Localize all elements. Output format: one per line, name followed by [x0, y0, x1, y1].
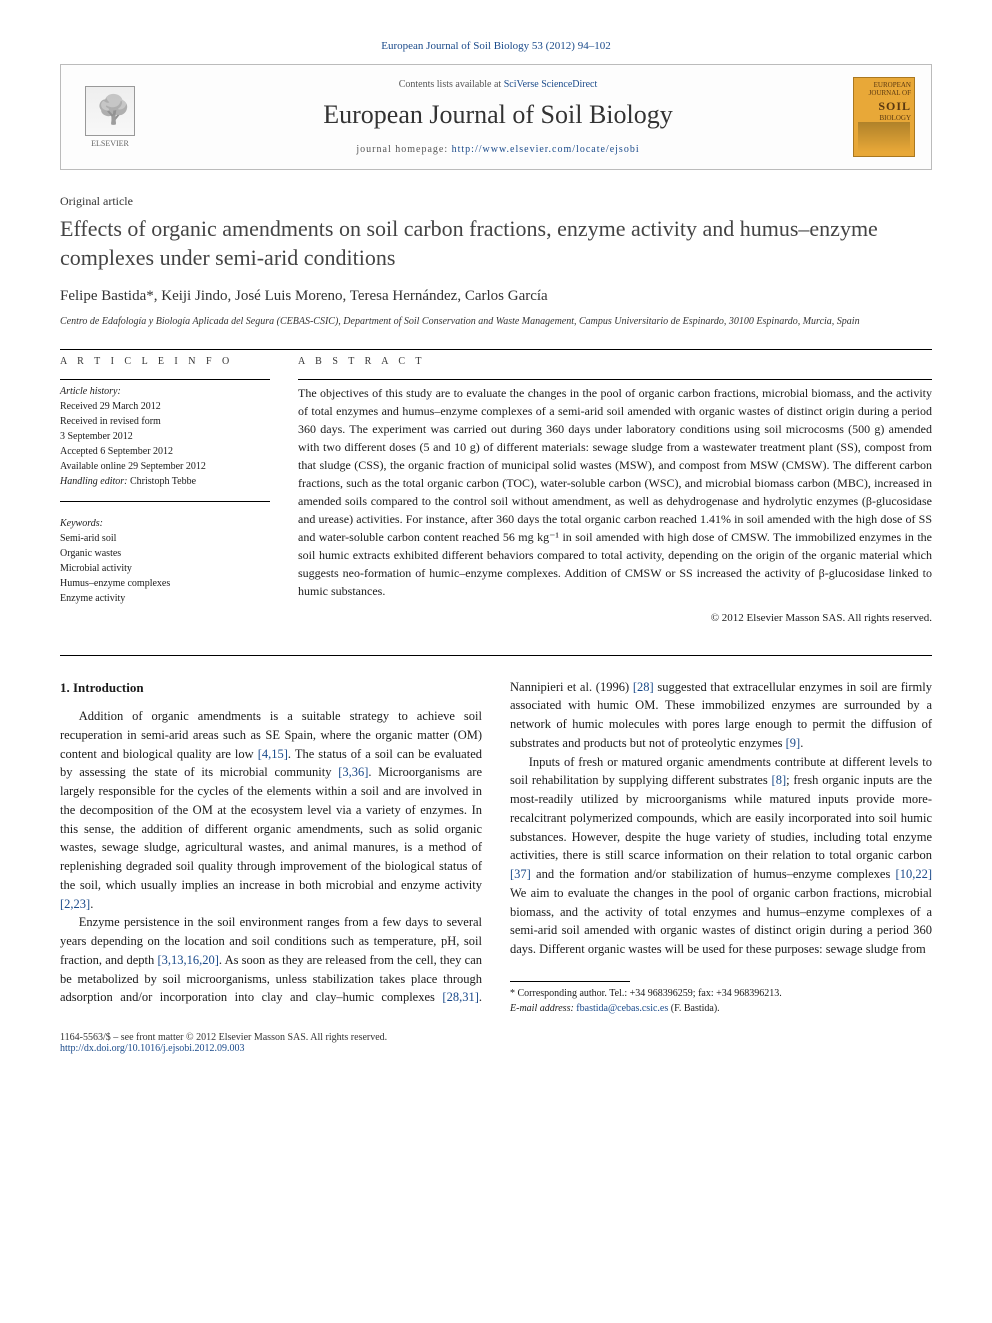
cover-big-text: SOIL [857, 99, 911, 114]
article-title: Effects of organic amendments on soil ca… [60, 215, 932, 272]
article-info-column: A R T I C L E I N F O Article history: R… [60, 354, 270, 627]
introduction-heading: 1. Introduction [60, 678, 482, 698]
citation-link[interactable]: [28,31] [442, 990, 478, 1004]
journal-name: European Journal of Soil Biology [159, 100, 837, 130]
contents-available-line: Contents lists available at SciVerse Sci… [159, 79, 837, 90]
abstract-text: The objectives of this study are to eval… [298, 384, 932, 600]
doi-link[interactable]: http://dx.doi.org/10.1016/j.ejsobi.2012.… [60, 1043, 245, 1054]
keyword: Humus–enzyme complexes [60, 576, 270, 591]
authors-list: Felipe Bastida*, Keiji Jindo, José Luis … [60, 288, 932, 305]
citation-link[interactable]: [3,36] [338, 765, 368, 779]
citation-link[interactable]: [4,15] [258, 747, 288, 761]
front-matter-line: 1164-5563/$ – see front matter © 2012 El… [60, 1032, 387, 1043]
text-run: . [800, 736, 803, 750]
text-run: . Microorganisms are largely responsible… [60, 765, 482, 892]
footnotes: * Corresponding author. Tel.: +34 968396… [510, 986, 932, 1016]
separator [60, 379, 270, 380]
citation-link[interactable]: [8] [772, 773, 787, 787]
page-footer: 1164-5563/$ – see front matter © 2012 El… [60, 1032, 932, 1054]
contents-prefix: Contents lists available at [399, 79, 504, 90]
history-online: Available online 29 September 2012 [60, 459, 270, 474]
keyword: Microbial activity [60, 561, 270, 576]
journal-reference: European Journal of Soil Biology 53 (201… [60, 40, 932, 52]
intro-paragraph-3: Inputs of fresh or matured organic amend… [510, 753, 932, 959]
cover-top-text: EUROPEAN JOURNAL OF [857, 81, 911, 97]
footnote-separator [510, 981, 630, 982]
citation-link[interactable]: [10,22] [896, 867, 932, 881]
journal-homepage-line: journal homepage: http://www.elsevier.co… [159, 144, 837, 155]
separator [60, 349, 932, 350]
email-suffix: (F. Bastida). [668, 1003, 719, 1014]
sciencedirect-link[interactable]: SciVerse ScienceDirect [504, 79, 598, 90]
keyword: Semi-arid soil [60, 531, 270, 546]
elsevier-tree-icon [85, 86, 135, 136]
citation-link[interactable]: [2,23] [60, 897, 90, 911]
corresponding-author: * Corresponding author. Tel.: +34 968396… [510, 986, 932, 1001]
text-run: We aim to evaluate the changes in the po… [510, 886, 932, 956]
elsevier-logo[interactable]: ELSEVIER [77, 79, 143, 155]
article-type: Original article [60, 194, 932, 209]
separator [298, 379, 932, 380]
homepage-prefix: journal homepage: [356, 144, 451, 155]
history-revised-line2: 3 September 2012 [60, 429, 270, 444]
history-label: Article history: [60, 384, 270, 399]
abstract-column: A B S T R A C T The objectives of this s… [298, 354, 932, 627]
text-run: and the formation and/or stabilization o… [531, 867, 896, 881]
homepage-link[interactable]: http://www.elsevier.com/locate/ejsobi [452, 144, 640, 155]
text-run: . [90, 897, 93, 911]
intro-paragraph-1: Addition of organic amendments is a suit… [60, 707, 482, 913]
journal-header-box: ELSEVIER Contents lists available at Sci… [60, 64, 932, 170]
body-separator [60, 655, 932, 656]
history-accepted: Accepted 6 September 2012 [60, 444, 270, 459]
email-line: E-mail address: fbastida@cebas.csic.es (… [510, 1001, 932, 1016]
separator [60, 501, 270, 502]
history-received: Received 29 March 2012 [60, 399, 270, 414]
abstract-label: A B S T R A C T [298, 354, 932, 369]
email-label: E-mail address: [510, 1003, 576, 1014]
cover-sub-text: BIOLOGY [857, 114, 911, 122]
keyword: Organic wastes [60, 546, 270, 561]
citation-link[interactable]: [37] [510, 867, 531, 881]
affiliation: Centro de Edafología y Biología Aplicada… [60, 315, 932, 329]
copyright-line: © 2012 Elsevier Masson SAS. All rights r… [298, 610, 932, 627]
citation-link[interactable]: [3,13,16,20] [157, 953, 218, 967]
elsevier-label: ELSEVIER [91, 139, 129, 148]
editor-label: Handling editor: [60, 476, 128, 487]
citation-link[interactable]: [9] [786, 736, 801, 750]
article-info-label: A R T I C L E I N F O [60, 354, 270, 369]
email-link[interactable]: fbastida@cebas.csic.es [576, 1003, 668, 1014]
journal-cover-thumbnail[interactable]: EUROPEAN JOURNAL OF SOIL BIOLOGY [853, 77, 915, 157]
citation-link[interactable]: [28] [633, 680, 654, 694]
article-body: 1. Introduction Addition of organic amen… [60, 678, 932, 1016]
keywords-label: Keywords: [60, 516, 270, 531]
keyword: Enzyme activity [60, 591, 270, 606]
history-revised-line1: Received in revised form [60, 414, 270, 429]
handling-editor: Handling editor: Christoph Tebbe [60, 474, 270, 489]
editor-name: Christoph Tebbe [130, 476, 196, 487]
